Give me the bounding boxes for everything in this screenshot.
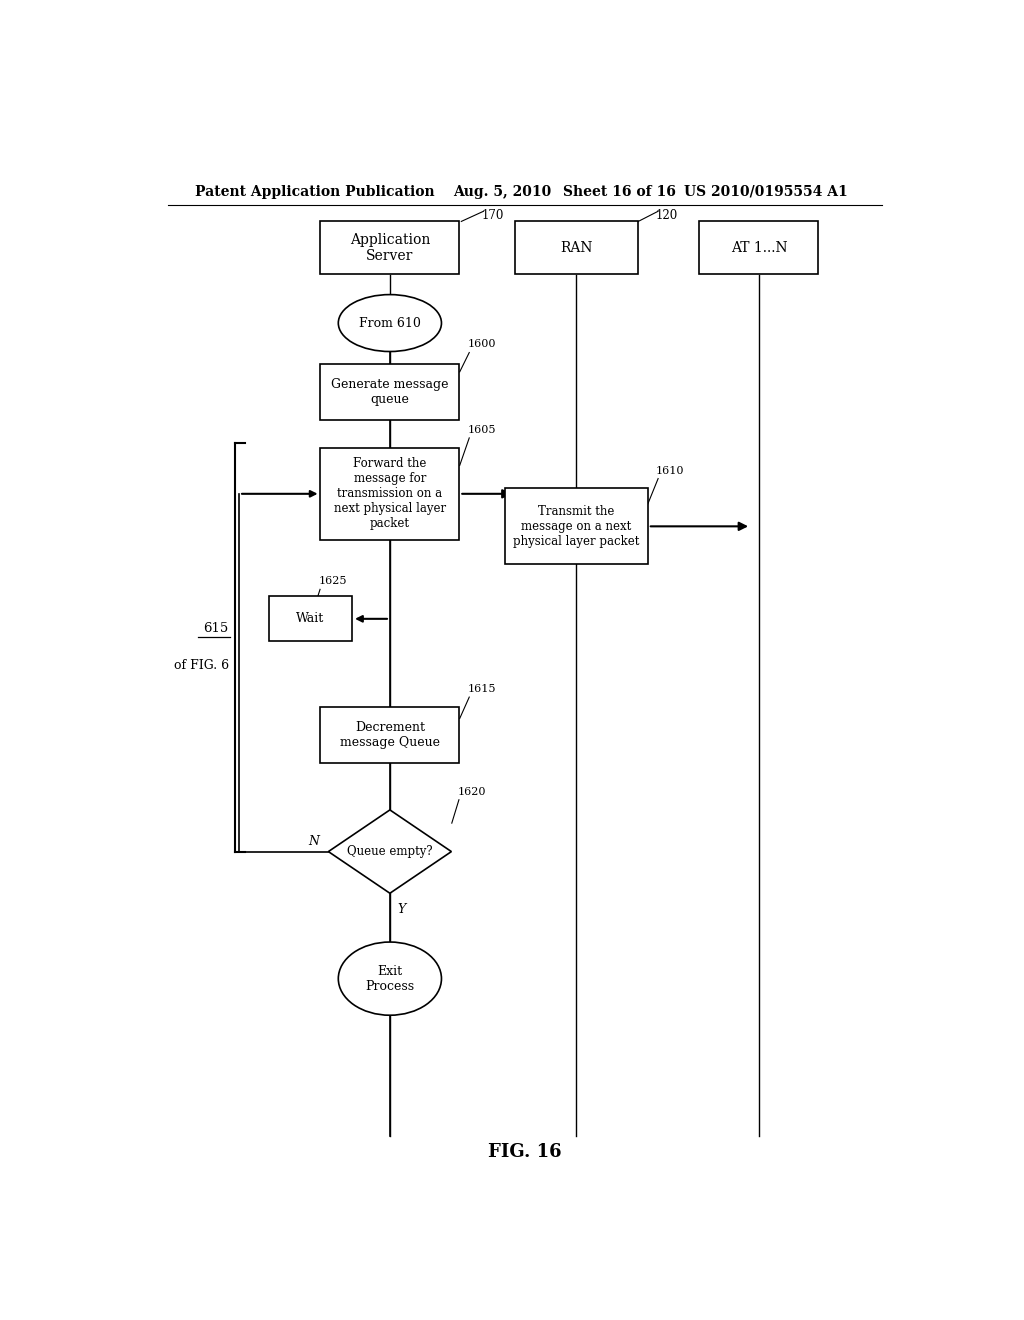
Text: Exit
Process: Exit Process [366,965,415,993]
FancyBboxPatch shape [515,222,638,275]
Text: 1620: 1620 [458,787,485,797]
FancyBboxPatch shape [699,222,818,275]
Text: 1610: 1610 [655,466,684,475]
Polygon shape [329,810,452,894]
FancyBboxPatch shape [269,597,352,642]
Text: of FIG. 6: of FIG. 6 [174,659,228,672]
FancyBboxPatch shape [321,447,460,540]
Ellipse shape [338,294,441,351]
Text: Sheet 16 of 16: Sheet 16 of 16 [563,185,676,199]
Text: 1605: 1605 [468,425,497,434]
Text: Queue empty?: Queue empty? [347,845,433,858]
FancyBboxPatch shape [321,222,460,275]
Text: 1615: 1615 [468,684,497,694]
Text: AT 1...N: AT 1...N [730,240,787,255]
Text: 1600: 1600 [468,339,497,350]
Text: RAN: RAN [560,240,593,255]
Text: Application
Server: Application Server [350,232,430,263]
Text: 120: 120 [655,209,678,222]
Text: Decrement
message Queue: Decrement message Queue [340,721,440,748]
FancyBboxPatch shape [321,706,460,763]
Text: Transmit the
message on a next
physical layer packet: Transmit the message on a next physical … [513,504,640,548]
Text: Y: Y [397,903,407,916]
Text: 1625: 1625 [318,577,347,586]
Text: 615: 615 [204,623,228,635]
Text: N: N [308,836,318,847]
FancyBboxPatch shape [505,488,648,565]
Text: Aug. 5, 2010: Aug. 5, 2010 [454,185,552,199]
Text: FIG. 16: FIG. 16 [488,1143,561,1162]
Text: US 2010/0195554 A1: US 2010/0195554 A1 [684,185,847,199]
Ellipse shape [338,942,441,1015]
Text: Forward the
message for
transmission on a
next physical layer
packet: Forward the message for transmission on … [334,457,445,531]
FancyBboxPatch shape [321,364,460,420]
Text: 170: 170 [481,209,504,222]
Text: Patent Application Publication: Patent Application Publication [196,185,435,199]
Text: Wait: Wait [296,612,325,626]
Text: Generate message
queue: Generate message queue [331,378,449,407]
Text: From 610: From 610 [359,317,421,330]
